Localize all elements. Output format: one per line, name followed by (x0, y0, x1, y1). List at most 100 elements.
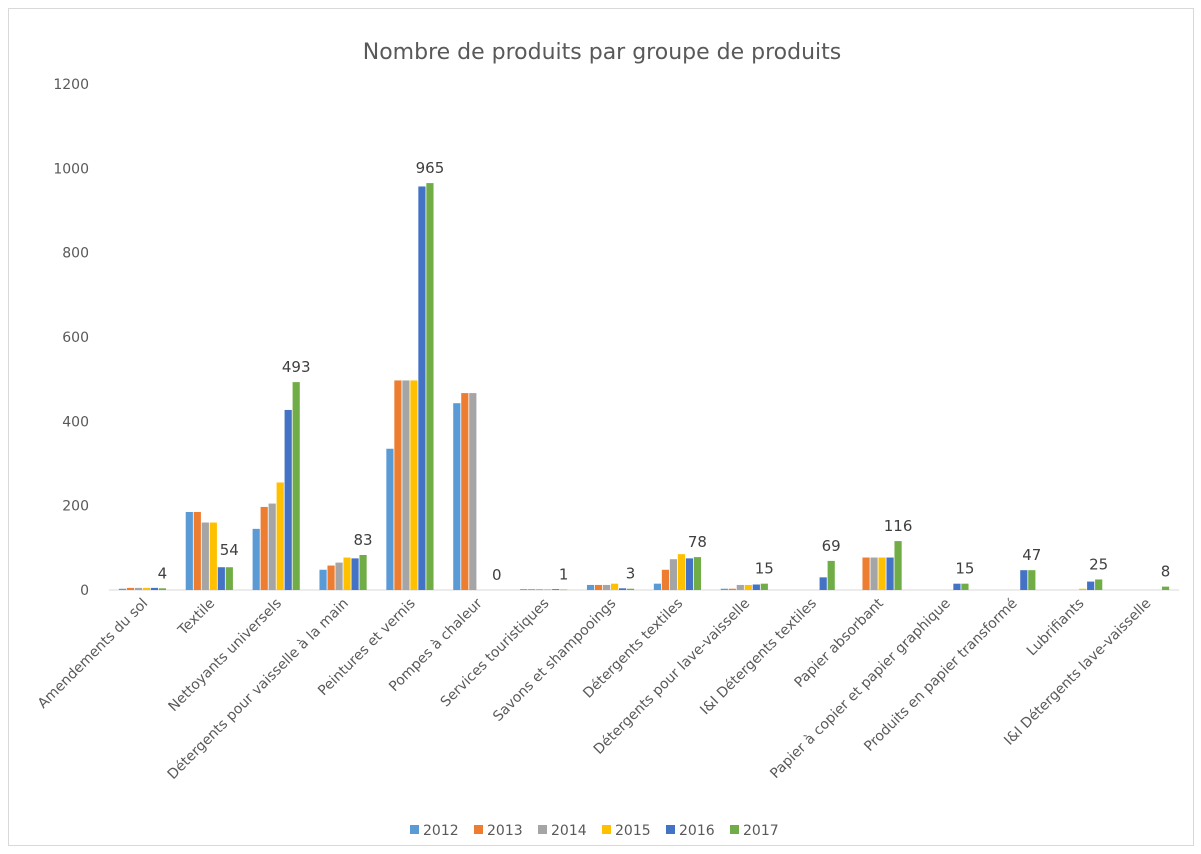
y-tick-label: 800 (62, 246, 89, 262)
data-label: 15 (755, 560, 774, 578)
bar (594, 584, 603, 590)
legend-swatch (538, 825, 547, 834)
bar (351, 558, 359, 590)
bar (1028, 570, 1036, 590)
bar (201, 522, 209, 590)
bar (142, 587, 151, 590)
category-label: I&I Détergents textiles (697, 596, 820, 719)
bar (402, 380, 410, 590)
data-label: 78 (688, 533, 707, 551)
legend-swatch (410, 825, 419, 834)
bar (886, 557, 894, 590)
bar (394, 380, 402, 590)
category-label: Services touristiques (438, 596, 553, 711)
bar (827, 560, 835, 590)
y-tick-label: 0 (80, 583, 89, 599)
bar (736, 584, 744, 590)
bar (752, 584, 760, 590)
legend-label: 2016 (679, 823, 715, 839)
legend-label: 2015 (615, 823, 651, 839)
bar (225, 567, 233, 590)
bar (677, 554, 686, 590)
data-label: 1 (559, 566, 569, 584)
y-tick-label: 600 (62, 330, 89, 346)
legend-swatch (666, 825, 675, 834)
bar (626, 588, 635, 590)
bar (461, 393, 469, 590)
data-label: 116 (884, 517, 913, 535)
y-tick-label: 1000 (53, 161, 89, 177)
bar (252, 528, 260, 590)
legend-swatch (602, 825, 611, 834)
category-label: Lubrifiants (1024, 596, 1088, 660)
data-label: 493 (282, 358, 311, 376)
bar (343, 557, 351, 590)
bar (1079, 588, 1087, 590)
bar (276, 482, 284, 590)
bar (260, 506, 268, 590)
bar (217, 567, 225, 590)
bar (586, 584, 595, 590)
bar (520, 589, 528, 590)
category-label: Nettoyants universels (166, 596, 285, 715)
bar (1161, 586, 1170, 590)
bar (418, 186, 426, 590)
data-label: 25 (1089, 555, 1108, 573)
bar (150, 587, 159, 590)
bar (602, 584, 611, 590)
bar (610, 583, 619, 590)
bar (544, 589, 552, 590)
bar (1020, 570, 1028, 590)
bar (158, 588, 167, 590)
chart-svg: Nombre de produits par groupe de produit… (35, 40, 1179, 839)
bar (426, 183, 434, 590)
legend-label: 2014 (551, 823, 587, 839)
bar (528, 589, 536, 590)
data-label: 15 (955, 560, 974, 578)
data-label: 69 (822, 537, 841, 555)
chart-frame: Nombre de produits par groupe de produit… (8, 8, 1194, 846)
legend-swatch (730, 825, 739, 834)
data-label: 4 (158, 564, 168, 582)
bar (819, 577, 827, 590)
bar (319, 569, 327, 590)
data-label: 47 (1022, 546, 1041, 564)
bar (862, 557, 870, 590)
data-label: 3 (626, 565, 636, 583)
data-label: 0 (492, 566, 502, 584)
chart-title: Nombre de produits par groupe de produit… (363, 40, 841, 65)
category-label: Amendements du sol (35, 596, 151, 712)
data-label: 83 (354, 531, 373, 549)
legend-swatch (474, 825, 483, 834)
data-label: 965 (416, 159, 445, 177)
bar (760, 583, 768, 590)
bar (134, 587, 143, 590)
bar (744, 584, 752, 590)
bar (126, 587, 135, 590)
bar (870, 557, 878, 590)
y-tick-label: 200 (62, 499, 89, 515)
bar (335, 562, 343, 590)
legend-label: 2013 (487, 823, 523, 839)
bar (1087, 581, 1095, 590)
bar (953, 583, 961, 590)
bar (552, 589, 560, 590)
bar (410, 380, 418, 590)
bar (268, 503, 276, 590)
data-labels: 4 54 493 83 965 0 1 3 78 15 69 116 15 47 25 8 (158, 159, 1171, 584)
bar (536, 589, 544, 590)
category-label: Savons et shampooings (490, 596, 619, 725)
bar (327, 565, 335, 590)
bar (961, 583, 969, 590)
bar (560, 589, 568, 591)
data-label: 54 (220, 541, 239, 559)
bar (685, 558, 694, 590)
legend: 2012 2013 2014 2015 2016 2017 (410, 823, 779, 839)
bar (728, 588, 736, 590)
category-label: I&I Détergents lave-vaisselle (1001, 596, 1154, 749)
y-tick-label: 400 (62, 414, 89, 430)
bar (878, 557, 886, 590)
bar (894, 541, 902, 590)
bar (618, 588, 627, 590)
